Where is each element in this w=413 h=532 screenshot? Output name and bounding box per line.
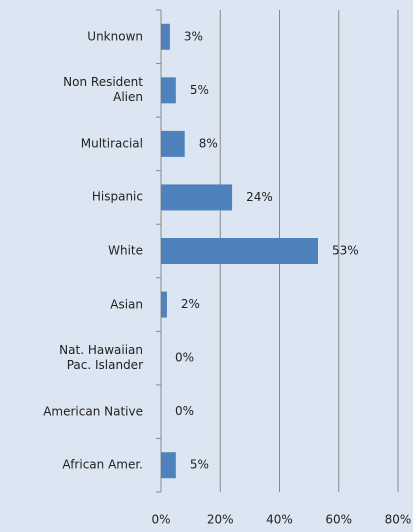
y-tick-label: American Native [43,404,143,419]
y-tick-label: White [108,243,143,258]
x-tick-label: 60% [325,513,352,527]
bar [161,452,176,479]
bar [161,23,170,50]
data-label: 5% [190,83,209,97]
data-label: 3% [184,29,203,43]
bar [161,238,319,264]
x-tick-label: 80% [385,513,412,527]
y-tick-label: Multiracial [80,136,143,151]
bar [161,77,176,104]
x-tick-label: 40% [266,513,293,527]
x-tick-label: 20% [207,513,234,527]
data-label: 2% [181,297,200,311]
x-tick-label: 0% [151,513,170,527]
bar [161,291,167,318]
y-tick-label: Non Resident Alien [63,75,143,105]
bar [161,130,185,157]
y-tick-label: Hispanic [91,189,143,204]
y-tick-label: Nat. Hawaiian Pac. Islander [59,343,143,373]
data-label: 53% [332,244,359,258]
bar [161,184,233,211]
y-tick-label: African Amer. [62,457,143,472]
data-label: 0% [175,351,194,365]
data-label: 8% [199,136,218,150]
data-label: 5% [190,458,209,472]
data-label: 0% [175,404,194,418]
y-tick-label: Unknown [87,29,143,44]
data-label: 24% [246,190,273,204]
y-tick-label: Asian [110,297,143,312]
